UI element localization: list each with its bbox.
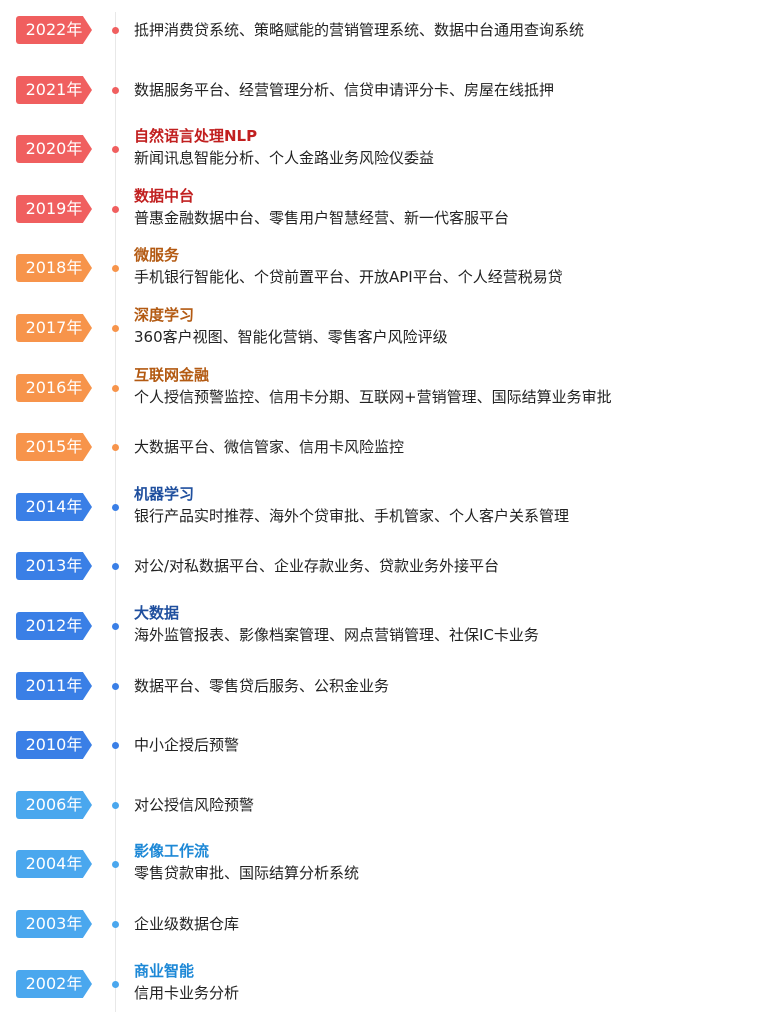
timeline-dot: [112, 683, 119, 690]
timeline-dot: [112, 325, 119, 332]
milestone-description: 对公授信风险预警: [134, 796, 255, 814]
timeline-entry: 2020年 自然语言处理NLP 新闻讯息智能分析、个人金路业务风险仪委益: [0, 0, 770, 167]
milestone-title: 机器学习: [134, 485, 195, 503]
year-badge: 2022年: [16, 16, 92, 44]
year-badge: 2010年: [16, 731, 92, 759]
year-badge: 2019年: [16, 195, 92, 223]
year-badge: 2006年: [16, 791, 92, 819]
milestone-title: 数据中台: [134, 187, 195, 205]
milestone-description: 海外监管报表、影像档案管理、网点营销管理、社保IC卡业务: [134, 626, 539, 644]
timeline-entry: 2017年 深度学习 360客户视图、智能化营销、零售客户风险评级: [0, 0, 770, 346]
timeline-entry: 2015年 大数据平台、微信管家、信用卡风险监控: [0, 0, 770, 461]
timeline-entry: 2012年 大数据海外监管报表、影像档案管理、网点营销管理、社保IC卡业务: [0, 0, 770, 644]
milestone-description: 银行产品实时推荐、海外个贷审批、手机管家、个人客户关系管理: [134, 507, 570, 525]
year-badge: 2003年: [16, 910, 92, 938]
timeline-entry: 2004年 影像工作流零售贷款审批、国际结算分析系统: [0, 0, 770, 882]
milestone-description: 个人授信预警监控、信用卡分期、互联网+营销管理、国际结算业务审批: [134, 388, 612, 406]
year-badge: 2018年: [16, 254, 92, 282]
timeline-entry: 2006年 对公授信风险预警: [0, 0, 770, 819]
timeline-dot: [112, 146, 119, 153]
milestone-description: 中小企授后预警: [134, 736, 240, 754]
timeline-dot: [112, 504, 119, 511]
timeline-dot: [112, 921, 119, 928]
timeline-dot: [112, 861, 119, 868]
milestone-description: 大数据平台、微信管家、信用卡风险监控: [134, 438, 405, 456]
milestone-title: 商业智能: [134, 962, 195, 980]
timeline-dot: [112, 265, 119, 272]
milestone-description: 抵押消费贷系统、策略赋能的营销管理系统、数据中台通用查询系统: [134, 21, 585, 39]
timeline-dot: [112, 27, 119, 34]
timeline-entry: 2022年 抵押消费贷系统、策略赋能的营销管理系统、数据中台通用查询系统: [0, 0, 770, 50]
milestone-description: 普惠金融数据中台、零售用户智慧经营、新一代客服平台: [134, 209, 510, 227]
timeline-dot: [112, 444, 119, 451]
timeline-dot: [112, 981, 119, 988]
year-badge: 2020年: [16, 135, 92, 163]
year-badge: 2015年: [16, 433, 92, 461]
timeline-dot: [112, 742, 119, 749]
milestone-description: 对公/对私数据平台、企业存款业务、贷款业务外接平台: [134, 557, 500, 575]
milestone-description: 企业级数据仓库: [134, 915, 240, 933]
timeline-entry: 2013年 对公/对私数据平台、企业存款业务、贷款业务外接平台: [0, 0, 770, 580]
timeline-dot: [112, 206, 119, 213]
timeline-entry: 2014年 机器学习银行产品实时推荐、海外个贷审批、手机管家、个人客户关系管理: [0, 0, 770, 525]
milestone-description: 数据平台、零售贷后服务、公积金业务: [134, 677, 390, 695]
timeline-entry: 2021年 数据服务平台、经营管理分析、信贷申请评分卡、房屋在线抵押: [0, 0, 770, 104]
timeline-entry: 2016年 互联网金融个人授信预警监控、信用卡分期、互联网+营销管理、国际结算业务…: [0, 0, 770, 406]
milestone-title: 深度学习: [134, 306, 195, 324]
timeline-dot: [112, 385, 119, 392]
milestone-title: 自然语言处理NLP: [134, 127, 258, 145]
milestone-description: 数据服务平台、经营管理分析、信贷申请评分卡、房屋在线抵押: [134, 81, 555, 99]
milestone-title: 互联网金融: [134, 366, 210, 384]
milestone-title: 影像工作流: [134, 842, 210, 860]
milestone-description: 手机银行智能化、个贷前置平台、开放API平台、个人经营税易贷: [134, 268, 563, 286]
timeline-axis-line: [115, 12, 116, 1012]
timeline-entry: 2003年 企业级数据仓库: [0, 0, 770, 938]
year-badge: 2011年: [16, 672, 92, 700]
year-badge: 2004年: [16, 850, 92, 878]
timeline-dot: [112, 87, 119, 94]
timeline-entry: 2019年 数据中台普惠金融数据中台、零售用户智慧经营、新一代客服平台: [0, 0, 770, 227]
year-badge: 2016年: [16, 374, 92, 402]
milestone-description: 零售贷款审批、国际结算分析系统: [134, 864, 360, 882]
timeline-dot: [112, 623, 119, 630]
timeline-entry: 2018年 微服务手机银行智能化、个贷前置平台、开放API平台、个人经营税易贷: [0, 0, 770, 286]
timeline-dot: [112, 563, 119, 570]
year-badge: 2014年: [16, 493, 92, 521]
year-badge: 2013年: [16, 552, 92, 580]
timeline-dot: [112, 802, 119, 809]
year-badge: 2002年: [16, 970, 92, 998]
milestone-description: 信用卡业务分析: [134, 984, 240, 1002]
timeline-entry: 2002年 商业智能信用卡业务分析: [0, 0, 770, 1002]
milestone-description: 360客户视图、智能化营销、零售客户风险评级: [134, 328, 448, 346]
milestone-description: 新闻讯息智能分析、个人金路业务风险仪委益: [134, 149, 435, 167]
year-badge: 2012年: [16, 612, 92, 640]
milestone-title: 大数据: [134, 604, 180, 622]
milestone-title: 微服务: [134, 246, 180, 264]
year-badge: 2017年: [16, 314, 92, 342]
timeline-entry: 2010年 中小企授后预警: [0, 0, 770, 759]
timeline-entry: 2011年 数据平台、零售贷后服务、公积金业务: [0, 0, 770, 700]
year-badge: 2021年: [16, 76, 92, 104]
